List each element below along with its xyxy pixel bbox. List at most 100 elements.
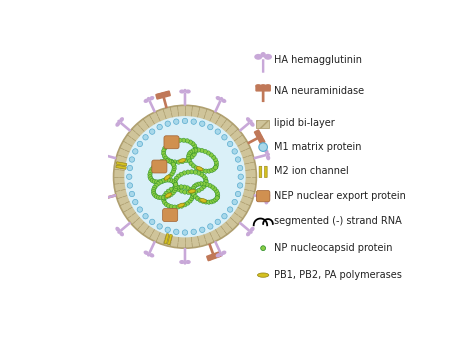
Ellipse shape [117, 120, 121, 123]
Circle shape [165, 227, 171, 232]
FancyBboxPatch shape [254, 129, 265, 145]
Circle shape [193, 150, 198, 154]
FancyBboxPatch shape [247, 137, 259, 145]
Circle shape [151, 190, 155, 194]
Circle shape [186, 156, 191, 161]
Circle shape [187, 159, 191, 163]
Ellipse shape [254, 54, 262, 60]
Circle shape [196, 148, 201, 152]
Circle shape [190, 170, 194, 174]
Ellipse shape [255, 84, 261, 88]
Circle shape [204, 200, 208, 204]
Circle shape [198, 198, 202, 202]
FancyBboxPatch shape [214, 100, 222, 113]
Ellipse shape [221, 251, 227, 255]
Ellipse shape [266, 155, 270, 160]
Circle shape [185, 201, 190, 205]
Circle shape [189, 161, 193, 166]
Circle shape [196, 182, 201, 186]
Circle shape [187, 157, 191, 161]
Circle shape [163, 194, 167, 198]
Circle shape [172, 164, 176, 168]
Circle shape [200, 227, 205, 232]
Text: HA hemagglutinin: HA hemagglutinin [274, 55, 362, 64]
Circle shape [180, 159, 184, 164]
Circle shape [213, 165, 218, 170]
Circle shape [173, 119, 179, 124]
Circle shape [158, 180, 163, 184]
Circle shape [166, 189, 171, 193]
FancyBboxPatch shape [164, 136, 179, 149]
FancyBboxPatch shape [239, 122, 250, 132]
Circle shape [171, 190, 175, 195]
Ellipse shape [144, 99, 149, 103]
Circle shape [171, 162, 176, 166]
Circle shape [236, 157, 241, 162]
FancyBboxPatch shape [208, 243, 215, 255]
Circle shape [191, 119, 196, 124]
Circle shape [169, 192, 173, 197]
Circle shape [171, 161, 175, 166]
Circle shape [228, 141, 233, 147]
Circle shape [208, 124, 213, 130]
Circle shape [191, 149, 195, 153]
Circle shape [194, 189, 198, 194]
Circle shape [163, 146, 167, 150]
FancyBboxPatch shape [239, 222, 250, 232]
Circle shape [182, 185, 187, 189]
Circle shape [215, 196, 219, 200]
Ellipse shape [250, 227, 255, 232]
Circle shape [194, 166, 198, 170]
Ellipse shape [119, 231, 124, 236]
Ellipse shape [216, 253, 221, 258]
Circle shape [185, 186, 190, 190]
Circle shape [137, 207, 143, 212]
Circle shape [261, 246, 265, 251]
Circle shape [182, 118, 188, 124]
Circle shape [152, 188, 156, 192]
Circle shape [204, 169, 208, 173]
Text: NP nucleocapsid protein: NP nucleocapsid protein [274, 243, 392, 253]
Circle shape [175, 185, 180, 189]
Circle shape [173, 183, 177, 188]
Circle shape [191, 192, 195, 196]
Circle shape [186, 154, 191, 158]
Circle shape [191, 164, 196, 168]
Ellipse shape [257, 131, 261, 135]
Circle shape [149, 219, 155, 225]
Circle shape [193, 148, 198, 152]
FancyBboxPatch shape [117, 162, 127, 166]
FancyBboxPatch shape [148, 100, 156, 113]
Circle shape [192, 184, 197, 189]
Ellipse shape [260, 84, 266, 88]
Ellipse shape [183, 89, 187, 92]
Circle shape [203, 182, 208, 186]
Circle shape [156, 195, 161, 199]
Circle shape [174, 176, 179, 181]
Circle shape [194, 183, 198, 187]
Circle shape [153, 193, 157, 197]
Circle shape [212, 167, 216, 172]
Circle shape [180, 189, 184, 193]
FancyBboxPatch shape [105, 194, 117, 199]
Circle shape [163, 201, 167, 205]
Circle shape [156, 161, 161, 165]
Ellipse shape [249, 230, 253, 234]
Circle shape [133, 149, 138, 154]
Circle shape [162, 196, 166, 200]
Circle shape [214, 189, 219, 193]
Circle shape [127, 165, 133, 171]
FancyBboxPatch shape [103, 154, 117, 160]
Circle shape [210, 199, 214, 204]
Circle shape [180, 204, 184, 208]
Circle shape [149, 177, 153, 181]
Circle shape [192, 144, 197, 148]
Ellipse shape [149, 96, 155, 100]
Circle shape [197, 188, 201, 193]
Circle shape [215, 219, 220, 225]
Circle shape [188, 140, 192, 144]
Ellipse shape [100, 153, 104, 156]
Circle shape [215, 129, 220, 134]
Circle shape [190, 190, 194, 194]
Circle shape [164, 202, 168, 206]
